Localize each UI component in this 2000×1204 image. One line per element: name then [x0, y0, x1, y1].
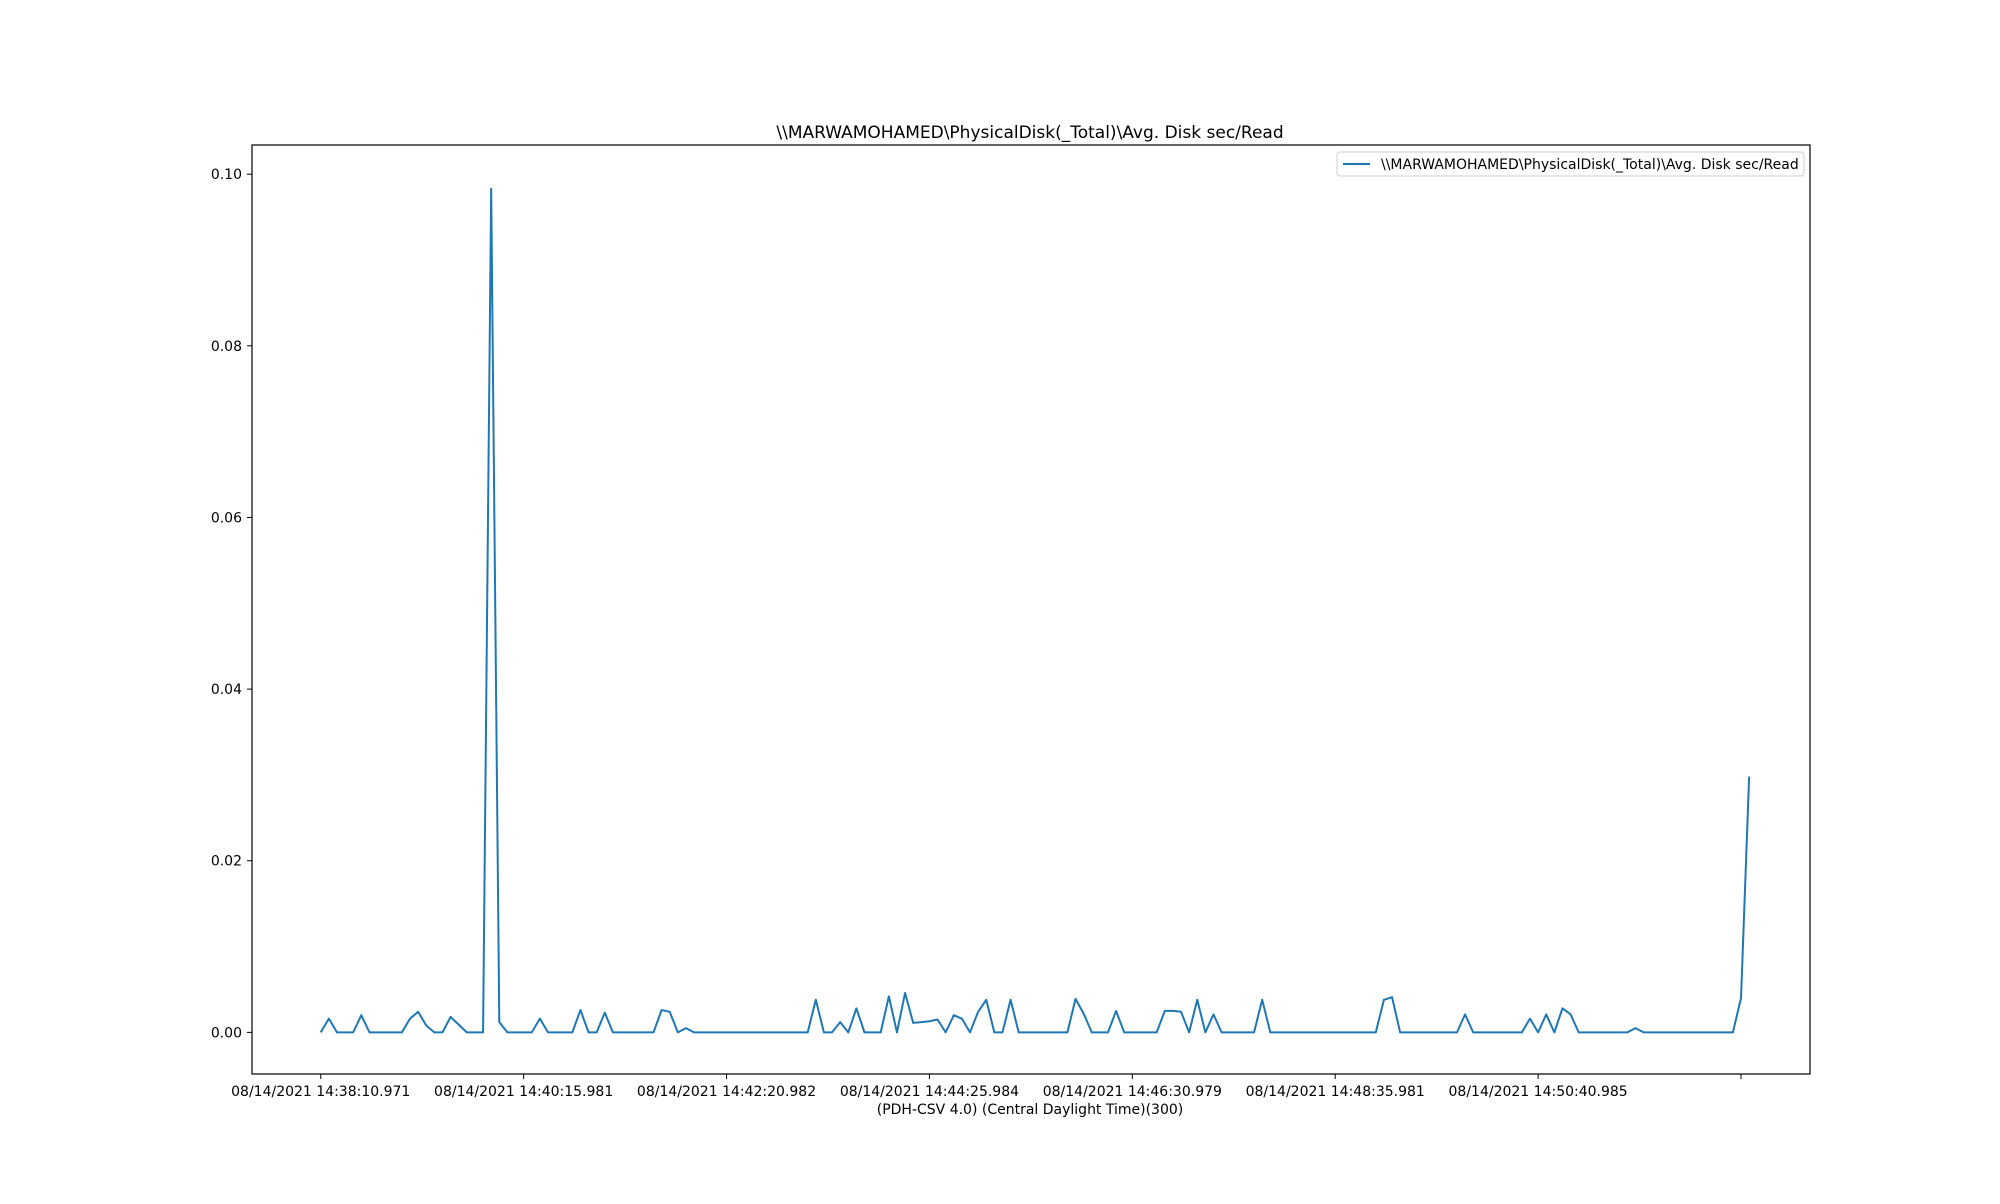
x-tick-label: 08/14/2021 14:44:25.984 [840, 1084, 1019, 1100]
series-line [319, 187, 1751, 1034]
y-tick-label: 0.00 [211, 1025, 242, 1041]
x-tick-label: 08/14/2021 14:46:30.979 [1043, 1084, 1222, 1100]
x-tick-label: 08/14/2021 14:38:10.971 [231, 1084, 410, 1100]
y-tick-label: 0.06 [211, 510, 242, 526]
y-tick-label: 0.10 [211, 167, 242, 183]
y-tick-label: 0.04 [211, 682, 242, 698]
chart-title: \\MARWAMOHAMED\PhysicalDisk(_Total)\Avg.… [776, 123, 1283, 143]
legend-box [1336, 151, 1805, 177]
x-tick-label: 08/14/2021 14:42:20.982 [637, 1084, 816, 1100]
x-tick-label: 08/14/2021 14:48:35.981 [1246, 1084, 1425, 1100]
x-axis-label: (PDH-CSV 4.0) (Central Daylight Time)(30… [877, 1102, 1184, 1118]
plot-area-frame [251, 144, 1811, 1075]
y-tick-label: 0.02 [211, 854, 242, 870]
legend: \\MARWAMOHAMED\PhysicalDisk(_Total)\Avg.… [1336, 151, 1805, 177]
x-tick-label: 08/14/2021 14:40:15.981 [434, 1084, 613, 1100]
legend-series-label: \\MARWAMOHAMED\PhysicalDisk(_Total)\Avg.… [1381, 157, 1799, 173]
y-tick-label: 0.08 [211, 339, 242, 355]
x-tick-label: 08/14/2021 14:50:40.985 [1449, 1084, 1628, 1100]
